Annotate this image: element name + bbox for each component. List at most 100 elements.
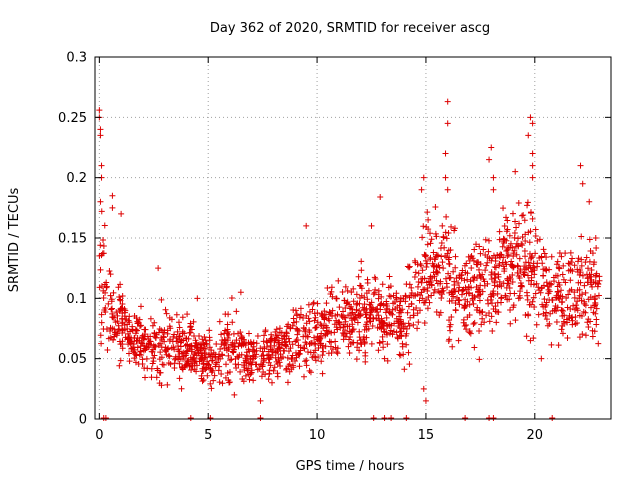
- data-point: [233, 365, 240, 372]
- data-point: [563, 294, 570, 301]
- data-point: [543, 309, 550, 316]
- data-point: [423, 224, 430, 231]
- data-point: [564, 319, 571, 326]
- data-point: [427, 275, 434, 282]
- data-point: [519, 212, 526, 219]
- data-point: [326, 309, 333, 316]
- data-point: [446, 261, 453, 268]
- data-point: [218, 331, 225, 338]
- data-point: [558, 326, 565, 333]
- data-point: [462, 284, 469, 291]
- data-point: [118, 210, 125, 217]
- data-point: [225, 377, 232, 384]
- data-point: [529, 174, 536, 181]
- data-point: [357, 340, 364, 347]
- data-point: [302, 339, 309, 346]
- data-point: [134, 318, 141, 325]
- data-point: [97, 266, 104, 273]
- data-point: [380, 320, 387, 327]
- data-point: [184, 311, 191, 318]
- data-point: [506, 285, 513, 292]
- data-point: [400, 295, 407, 302]
- data-point: [104, 347, 111, 354]
- data-point: [386, 321, 393, 328]
- data-point: [358, 258, 365, 265]
- data-point: [484, 259, 491, 266]
- data-point: [188, 367, 195, 374]
- data-point: [150, 355, 157, 362]
- data-point: [486, 156, 493, 163]
- data-point: [292, 357, 299, 364]
- data-point: [562, 250, 569, 257]
- data-point: [552, 305, 559, 312]
- data-point: [172, 353, 179, 360]
- data-point: [533, 280, 540, 287]
- data-point: [318, 310, 325, 317]
- data-point: [387, 310, 394, 317]
- data-point: [109, 204, 116, 211]
- data-point: [418, 289, 425, 296]
- data-point: [221, 338, 228, 345]
- data-point: [107, 327, 114, 334]
- data-point: [300, 345, 307, 352]
- data-point: [549, 297, 556, 304]
- data-point: [400, 351, 407, 358]
- data-point: [180, 353, 187, 360]
- data-point: [528, 274, 535, 281]
- data-point: [324, 285, 331, 292]
- data-point: [363, 309, 370, 316]
- data-point: [218, 351, 225, 358]
- data-point: [579, 331, 586, 338]
- data-point: [442, 229, 449, 236]
- data-point: [348, 289, 355, 296]
- data-point: [105, 300, 112, 307]
- data-point: [440, 234, 447, 241]
- data-point: [571, 294, 578, 301]
- data-point: [338, 312, 345, 319]
- data-point: [158, 296, 165, 303]
- data-point: [153, 374, 160, 381]
- data-point: [503, 214, 510, 221]
- data-point: [166, 323, 173, 330]
- data-point: [97, 132, 104, 139]
- data-point: [516, 292, 523, 299]
- data-point: [555, 295, 562, 302]
- data-point: [592, 235, 599, 241]
- data-point: [156, 325, 163, 332]
- data-point: [267, 337, 274, 344]
- data-point: [97, 198, 104, 205]
- data-point: [568, 259, 575, 266]
- data-point: [528, 281, 535, 288]
- data-point: [266, 367, 273, 374]
- data-point: [464, 314, 471, 321]
- data-point: [505, 251, 512, 258]
- data-point: [541, 250, 548, 257]
- data-point: [567, 267, 574, 274]
- data-point: [307, 369, 314, 376]
- data-point: [226, 368, 233, 375]
- data-point: [219, 380, 226, 387]
- data-point: [554, 258, 561, 265]
- data-point: [509, 278, 516, 285]
- data-point: [443, 213, 450, 220]
- data-point: [515, 235, 522, 242]
- data-point: [529, 268, 536, 275]
- data-point: [547, 310, 554, 317]
- data-point: [260, 356, 267, 363]
- data-point: [420, 385, 427, 392]
- data-point: [576, 334, 583, 341]
- data-point: [177, 343, 184, 350]
- data-point: [500, 240, 507, 247]
- data-point: [139, 361, 146, 368]
- data-point: [172, 356, 179, 363]
- data-point: [333, 348, 340, 355]
- data-point: [508, 263, 515, 270]
- data-point: [461, 277, 468, 284]
- data-point: [438, 253, 445, 260]
- data-point: [582, 302, 589, 309]
- data-point: [572, 320, 579, 327]
- data-point: [474, 304, 481, 311]
- data-point: [380, 344, 387, 351]
- data-point: [98, 283, 105, 290]
- data-point: [470, 274, 477, 281]
